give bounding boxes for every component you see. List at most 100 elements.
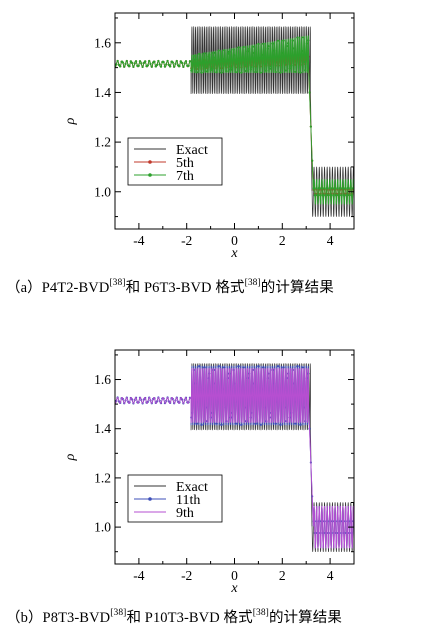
series-marker [149,62,152,65]
series-marker [244,63,247,66]
series-marker [116,59,119,63]
series-marker [225,70,228,73]
series-marker [247,47,251,51]
series-marker [199,62,202,65]
series-marker [304,69,307,72]
series-marker [320,187,323,190]
series-marker [221,57,224,61]
series-marker [198,365,201,368]
series-marker [290,64,293,67]
series-marker [236,61,239,64]
series-marker [257,42,260,46]
series-marker [312,187,315,190]
y-tick-label: 1.0 [94,184,111,199]
series-marker [341,187,344,190]
series-marker [203,366,206,369]
series-marker [180,61,184,65]
legend-label: Exact [176,143,208,158]
series-marker [207,55,210,58]
series-marker [299,423,302,426]
series-marker [296,365,299,368]
series-marker [333,187,336,190]
series-marker [125,59,128,63]
x-tick-label: 2 [279,233,286,248]
series-marker [184,60,188,63]
series-marker [215,71,218,74]
series-marker [263,62,266,65]
series-marker [194,58,197,61]
series-marker [286,44,289,48]
series-marker [293,70,297,73]
series-line-9th [115,368,354,549]
series-marker [332,194,335,197]
caption-b-prefix: （b）P8T3-BVD [6,610,111,626]
series-marker [279,423,282,426]
series-marker [255,60,259,63]
caption-a-ref1: [38] [109,278,126,289]
series-marker [288,67,291,70]
series-marker [301,366,305,369]
series-marker [234,71,238,74]
series-marker [117,63,121,66]
series-marker [261,53,264,57]
series-marker [203,52,206,55]
chart-panel-a: -4 -2 0 2 4 1.0 1.2 1.4 1.6 x ρ Exact 5th 7th （a）P4T2… [0,0,433,300]
y-tick-label: 1.2 [94,470,111,485]
series-marker [166,59,169,63]
series-marker [200,71,203,74]
series-marker [195,422,198,425]
series-marker [275,59,278,62]
y-tick-label: 1.2 [94,135,111,150]
series-marker [162,60,165,64]
series-marker [324,194,327,197]
y-tick-label: 1.4 [94,85,111,100]
series-marker [307,39,310,42]
series-marker [350,194,353,197]
series-marker [133,62,136,65]
series-marker [215,422,218,425]
y-axis-title: ρ [63,453,78,461]
x-tick-label: 0 [231,568,238,583]
series-marker [276,39,280,42]
series-marker [198,52,201,55]
series-marker [192,54,195,57]
series-marker [257,365,260,368]
series-marker [141,65,144,68]
series-marker [339,194,343,197]
series-marker [219,60,222,63]
series-marker [282,39,285,42]
series-marker [315,187,318,190]
series-marker [240,423,243,426]
series-marker [229,68,232,71]
series-marker [124,62,127,65]
legend-marker [148,497,152,501]
series-marker [274,422,277,425]
x-tick-label: -2 [181,233,192,248]
series-marker [234,422,238,425]
caption-b-ref1: [38] [110,608,127,619]
series-marker [142,61,146,65]
series-line-7th [115,35,354,205]
series-marker [299,71,302,74]
y-axis-title: ρ [63,117,78,125]
series-marker [283,61,286,65]
legend-label: 9th [176,506,194,521]
series-marker [212,51,215,54]
series-marker [213,56,217,59]
series-marker [282,366,285,369]
caption-a-middle: 和 P6T3-BVD 格式 [125,280,245,296]
series-marker [237,46,240,49]
series-marker [241,55,244,59]
series-marker [167,63,170,66]
series-marker [179,60,182,63]
series-marker [171,61,174,64]
series-marker [266,47,269,50]
series-marker [265,69,268,72]
series-marker [297,53,301,57]
series-marker [322,187,326,190]
series-marker [228,50,231,53]
series-marker [325,187,328,190]
